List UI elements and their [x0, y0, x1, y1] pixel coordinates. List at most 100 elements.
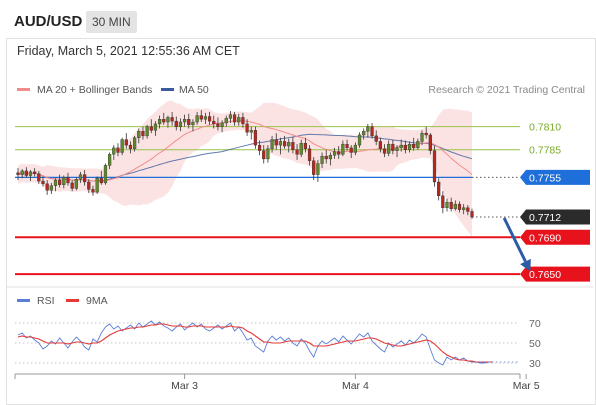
candle-body: [137, 131, 141, 138]
candle: [407, 141, 412, 153]
candle-body: [120, 139, 124, 153]
candle-body: [378, 141, 382, 149]
candle: [345, 139, 349, 151]
copyright-label: Research © 2021 Trading Central: [428, 84, 585, 96]
candle: [178, 118, 183, 132]
candle-body: [91, 189, 95, 193]
candle: [195, 111, 199, 125]
timeframe-badge[interactable]: 30 MIN: [86, 11, 137, 33]
rsi-legend: RSI 9MA: [17, 295, 108, 307]
level-0-7650-label: 0.7650: [529, 269, 561, 281]
candle: [187, 113, 191, 129]
candle: [278, 137, 283, 155]
candle-body: [353, 144, 357, 153]
candle: [74, 177, 78, 191]
candle-body: [24, 170, 28, 176]
level-0-7690-label: 0.7690: [529, 232, 561, 244]
candle: [62, 175, 66, 189]
candle-body: [366, 126, 370, 132]
ma50-legend-label: MA 50: [179, 84, 209, 96]
candle-body: [216, 123, 220, 127]
candle-body: [83, 174, 87, 183]
candle: [249, 126, 253, 140]
candle: [33, 168, 37, 177]
x-tick-mar-5-label: Mar 5: [513, 380, 540, 392]
projection-arrow-shaft: [502, 217, 527, 263]
candle-body: [228, 114, 233, 119]
candle: [374, 130, 378, 146]
candle-body: [437, 181, 441, 197]
candle: [457, 201, 462, 213]
candle-body: [153, 123, 158, 131]
candle: [141, 126, 145, 140]
candle-body: [441, 195, 445, 208]
candle-body: [303, 143, 308, 149]
candle-body: [199, 115, 203, 120]
candle: [391, 139, 395, 155]
bollinger-legend-swatch: [17, 88, 30, 91]
candle-body: [278, 141, 283, 146]
candle: [387, 140, 391, 157]
candle: [441, 191, 445, 214]
candle-body: [270, 139, 274, 149]
candle: [41, 176, 45, 187]
candle: [91, 185, 95, 196]
candle-body: [349, 147, 353, 153]
candle-body: [253, 130, 258, 146]
candle-body: [187, 119, 191, 126]
candle-body: [37, 173, 41, 182]
candle-body: [399, 144, 403, 149]
candle-body: [412, 143, 416, 149]
candle-body: [124, 139, 128, 146]
candle: [237, 113, 241, 126]
candle: [353, 142, 357, 156]
level-0-7712-tag: 0.7712: [520, 209, 590, 225]
candle: [341, 140, 345, 157]
candle-body: [453, 203, 457, 209]
candle-body: [287, 142, 291, 147]
candle-body: [382, 148, 387, 154]
candle: [316, 159, 320, 182]
candle: [133, 135, 137, 152]
candle: [245, 119, 249, 136]
candle-body: [395, 147, 399, 151]
candle-body: [207, 116, 212, 122]
candle: [174, 116, 178, 131]
candle: [453, 200, 457, 211]
candle-body: [62, 177, 66, 185]
level-0-7712-tag-background: [520, 209, 590, 225]
candle-body: [324, 155, 328, 160]
candle-body: [312, 160, 316, 175]
level-0-7755-tag-background: [520, 169, 590, 185]
candle: [412, 137, 416, 151]
candle-body: [116, 147, 120, 153]
candle-body: [232, 114, 237, 123]
candle-body: [178, 121, 183, 127]
candle: [232, 111, 237, 126]
candle: [124, 133, 128, 149]
level-0-7650-tag-background: [520, 266, 590, 282]
candle: [112, 145, 116, 160]
candle: [262, 145, 266, 164]
level-0-7690-tag: 0.7690: [520, 229, 590, 245]
candle: [257, 140, 262, 156]
candle-body: [87, 181, 91, 190]
candle: [424, 126, 428, 139]
candle-body: [316, 163, 320, 175]
candle-body: [108, 154, 112, 166]
candle: [312, 157, 316, 181]
candle: [24, 167, 28, 178]
candle-body: [274, 139, 278, 146]
candle: [437, 178, 441, 201]
level-0-7810-label: 0.7810: [529, 122, 561, 134]
candle-body: [133, 137, 137, 149]
candle-body: [407, 143, 412, 150]
candle: [228, 110, 233, 123]
candle: [270, 135, 274, 153]
candle: [357, 132, 362, 148]
candle: [145, 124, 149, 139]
candle-body: [257, 144, 262, 151]
candle: [37, 170, 41, 184]
candle: [20, 169, 24, 179]
